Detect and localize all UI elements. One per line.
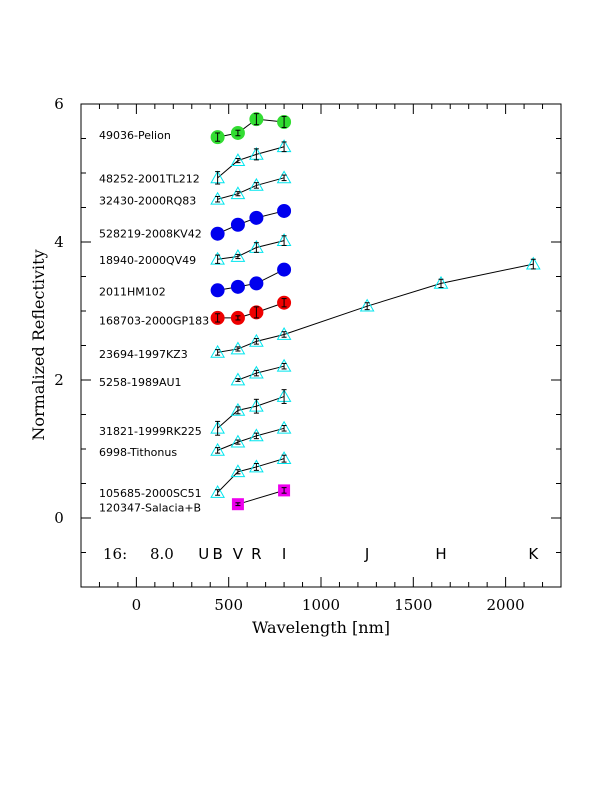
band-label: V	[233, 545, 244, 563]
data-point	[277, 262, 292, 277]
x-tick-label: 1500	[394, 596, 432, 614]
data-point	[210, 442, 225, 456]
data-point	[276, 170, 292, 184]
data-point	[230, 248, 246, 262]
series-line	[217, 427, 285, 451]
series-group	[210, 203, 292, 241]
series-group	[210, 112, 292, 145]
data-point	[210, 344, 225, 358]
series-group	[231, 484, 291, 511]
data-point	[276, 420, 292, 434]
band-label: B	[212, 545, 222, 563]
series-group	[210, 233, 292, 265]
data-point	[230, 434, 246, 448]
series-group	[210, 170, 292, 205]
data-point	[230, 153, 246, 166]
x-tick-label: 500	[214, 596, 243, 614]
series-layer	[210, 112, 541, 511]
data-point	[230, 402, 246, 416]
band-label: H	[435, 545, 446, 563]
series-line	[217, 302, 285, 319]
x-tick-labels: 0 500 1000 1500 2000	[132, 596, 525, 614]
data-point	[230, 186, 246, 200]
series-group	[210, 295, 292, 325]
data-point	[210, 191, 225, 205]
data-point	[249, 428, 264, 442]
band-label: U	[198, 545, 209, 563]
data-point	[249, 210, 264, 225]
y-tick-labels: 0 2 4 6	[54, 95, 64, 527]
data-point	[249, 276, 264, 291]
data-point	[276, 326, 292, 340]
object-label: 5258-1989AU1	[99, 376, 182, 389]
series-group	[210, 139, 292, 185]
object-label: 49036-Pelion	[99, 129, 171, 142]
axis-ticks	[81, 103, 561, 588]
band-label: J	[364, 545, 369, 563]
object-label: 120347-Salacia+B	[99, 502, 201, 515]
data-point	[230, 341, 246, 355]
object-label: 31821-1999RK225	[99, 425, 202, 438]
series-line	[237, 489, 285, 505]
data-point	[359, 298, 375, 312]
x-axis-title: Wavelength [nm]	[252, 618, 390, 637]
object-label: 32430-2000RQ83	[99, 195, 196, 208]
object-label: 23694-1997KZ3	[99, 348, 188, 361]
series-line	[217, 118, 285, 138]
band-label: I	[282, 545, 286, 563]
y-tick-label: 2	[54, 371, 64, 389]
object-label: 18940-2000QV49	[99, 254, 196, 267]
series-group	[210, 389, 292, 436]
series-line	[217, 210, 285, 235]
x-tick-label: 2000	[487, 596, 525, 614]
band-label: R	[251, 545, 261, 563]
info-text-index: 16:	[103, 545, 127, 563]
series-group	[210, 262, 292, 298]
y-tick-label: 4	[54, 233, 64, 251]
data-point	[249, 333, 264, 347]
data-point	[249, 365, 264, 379]
x-tick-label: 1000	[302, 596, 340, 614]
object-label: 528219-2008KV42	[99, 228, 202, 241]
series-line	[217, 263, 534, 353]
data-point	[249, 177, 264, 191]
y-tick-label: 6	[54, 95, 64, 113]
series-line	[217, 146, 285, 179]
series-line	[217, 269, 285, 291]
data-point	[230, 464, 246, 478]
series-line	[217, 458, 285, 493]
object-label: 48252-2001TL212	[99, 173, 200, 186]
y-tick-label: 0	[54, 509, 64, 527]
data-point	[433, 275, 449, 289]
data-point	[230, 279, 245, 294]
data-point	[210, 283, 225, 298]
data-point	[210, 226, 225, 241]
object-label: 6998-Tithonus	[99, 446, 177, 459]
info-text-value: 8.0	[150, 545, 174, 563]
series-group	[230, 358, 292, 386]
data-point	[276, 358, 292, 372]
data-point	[210, 484, 225, 498]
object-label: 2011HM102	[99, 286, 166, 299]
object-labels: 49036-Pelion 48252-2001TL212 32430-2000RQ8…	[99, 129, 209, 515]
data-point	[230, 372, 246, 386]
data-point	[277, 203, 292, 218]
series-group	[210, 420, 292, 456]
object-label: 105685-2000SC51	[99, 487, 202, 500]
series-line	[217, 177, 285, 200]
data-point	[210, 251, 225, 265]
band-label: K	[528, 545, 539, 563]
series-line	[217, 396, 285, 429]
series-line	[217, 240, 285, 260]
object-label: 168703-2000GP183	[99, 315, 209, 328]
series-group	[210, 451, 292, 498]
y-axis-title: Normalized Reflectivity	[29, 249, 48, 440]
data-point	[230, 217, 245, 232]
x-tick-label: 0	[132, 596, 142, 614]
series-group	[210, 256, 541, 358]
data-point	[249, 459, 264, 473]
data-point	[276, 451, 292, 465]
